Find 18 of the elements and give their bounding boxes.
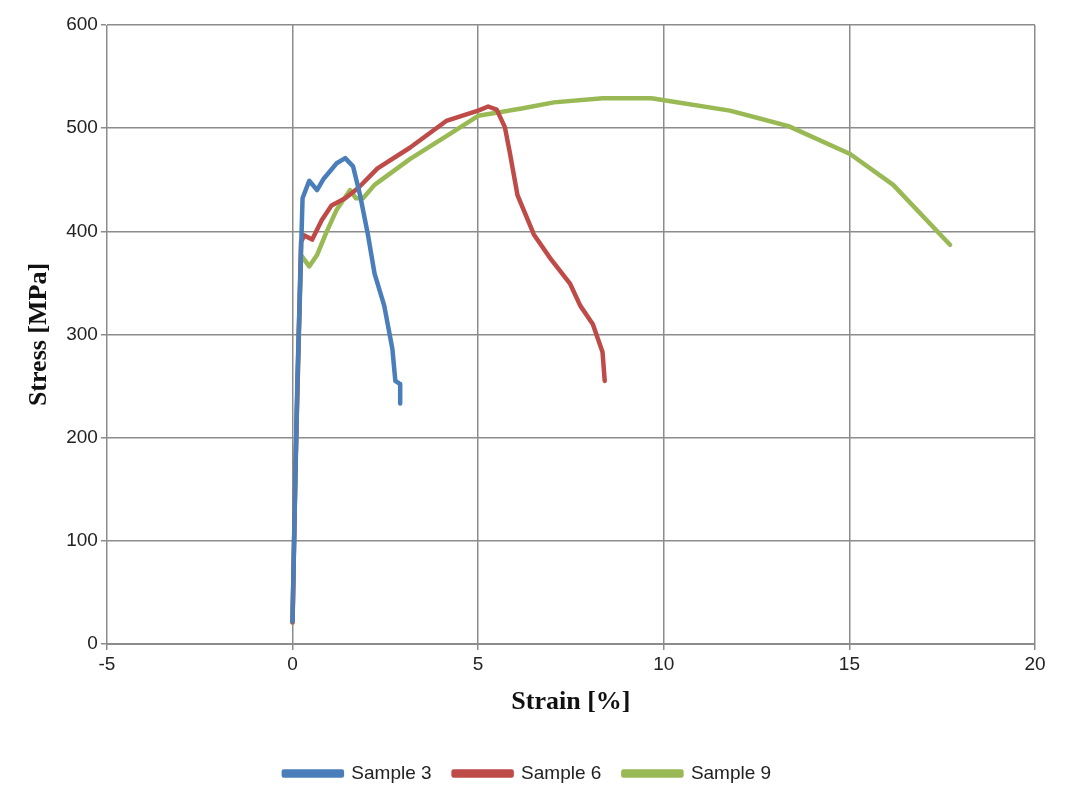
y-tick-label: 100: [66, 529, 98, 551]
y-tick-label: 300: [66, 322, 98, 344]
y-axis-title: Stress [MPa]: [23, 262, 53, 407]
y-tick-label: 200: [66, 425, 98, 447]
x-tick-label: 0: [287, 652, 298, 674]
legend-label: Sample 9: [690, 761, 772, 783]
legend-label: Sample 3: [351, 761, 432, 783]
x-tick-label: 5: [472, 652, 484, 674]
y-tick-label: 600: [66, 13, 98, 35]
legend-label: Sample 6: [521, 761, 602, 783]
y-tick-label: 400: [66, 219, 98, 241]
x-tick-label: 15: [838, 652, 860, 674]
x-tick-label: -5: [98, 652, 116, 674]
x-tick-label: 10: [653, 652, 675, 674]
y-tick-label: 500: [66, 116, 98, 138]
x-axis-title: Strain [%]: [511, 686, 631, 716]
y-tick-label: 0: [87, 632, 98, 654]
x-tick-label: 20: [1024, 652, 1046, 674]
